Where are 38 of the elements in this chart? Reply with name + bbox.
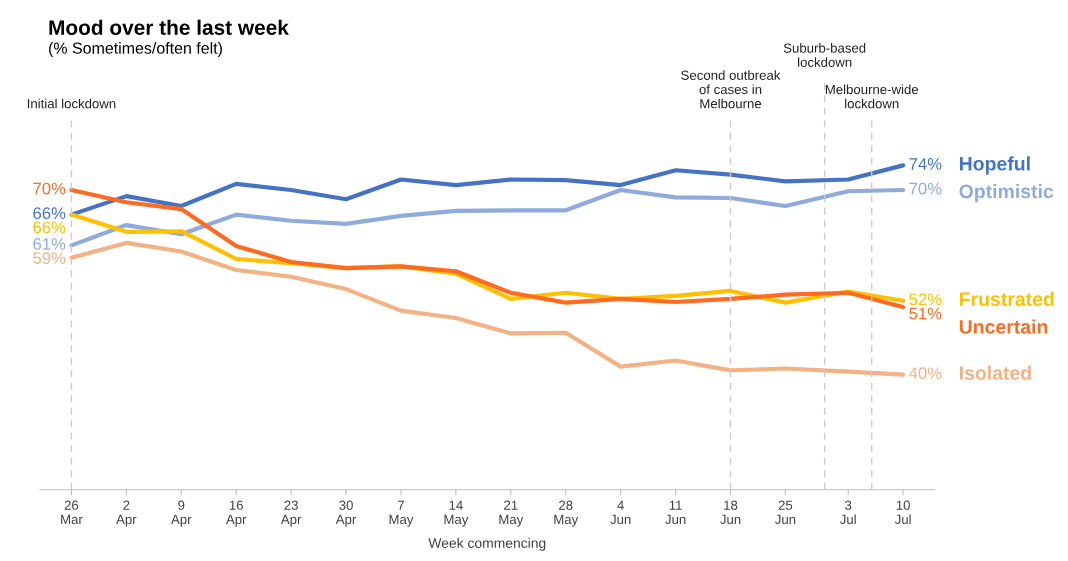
x-axis-title: Week commencing <box>428 537 546 551</box>
x-tick-label: 30 Apr <box>335 500 357 527</box>
chart-subtitle: (% Sometimes/often felt) <box>49 42 222 57</box>
ref-line-label: Second outbreak of cases in Melbourne <box>681 70 781 109</box>
x-tick-label: 10 Jul <box>894 500 911 525</box>
data-label: 40% <box>909 367 942 380</box>
data-label: 51% <box>909 307 942 320</box>
text: Uncertain <box>959 319 1048 334</box>
data-label: 74% <box>909 158 942 170</box>
data-label: 52% <box>909 293 942 306</box>
x-tick-label: 3 Jul <box>839 500 856 525</box>
data-label: 70% <box>33 182 66 195</box>
data-label: 70% <box>909 182 942 195</box>
data-label: 61% <box>33 238 66 250</box>
x-tick-label: 21 May <box>499 500 524 527</box>
ref-line-label: Melbourne-wide lockdown <box>825 84 919 109</box>
x-tick-label: 2 Apr <box>116 500 137 527</box>
data-label: 66% <box>33 207 66 220</box>
x-tick-label: 11 Jun <box>665 500 686 525</box>
data-label: 66% <box>33 221 66 234</box>
x-tick-label: 16 Apr <box>225 500 247 527</box>
text: Frustrated <box>959 291 1054 306</box>
ref-line-label: Initial lockdown <box>27 98 116 109</box>
text: Optimistic <box>959 184 1054 203</box>
x-tick-label: 26 Mar <box>61 500 83 525</box>
x-tick-label: 4 Jun <box>610 500 631 525</box>
x-tick-label: 9 Apr <box>171 500 192 527</box>
x-tick-label: 14 May <box>444 500 469 527</box>
x-tick-label: 23 Apr <box>280 500 302 527</box>
x-tick-label: 7 May <box>389 500 414 527</box>
text: Hopeful <box>959 156 1030 175</box>
text: Isolated <box>959 365 1031 380</box>
ref-line-label: Suburb-based lockdown <box>783 43 866 67</box>
data-label: 59% <box>33 252 66 265</box>
x-tick-label: 28 May <box>554 500 579 527</box>
x-tick-label: 18 Jun <box>720 500 741 525</box>
x-tick-label: 25 Jun <box>775 500 796 525</box>
chart-title: Mood over the last week <box>49 19 289 35</box>
